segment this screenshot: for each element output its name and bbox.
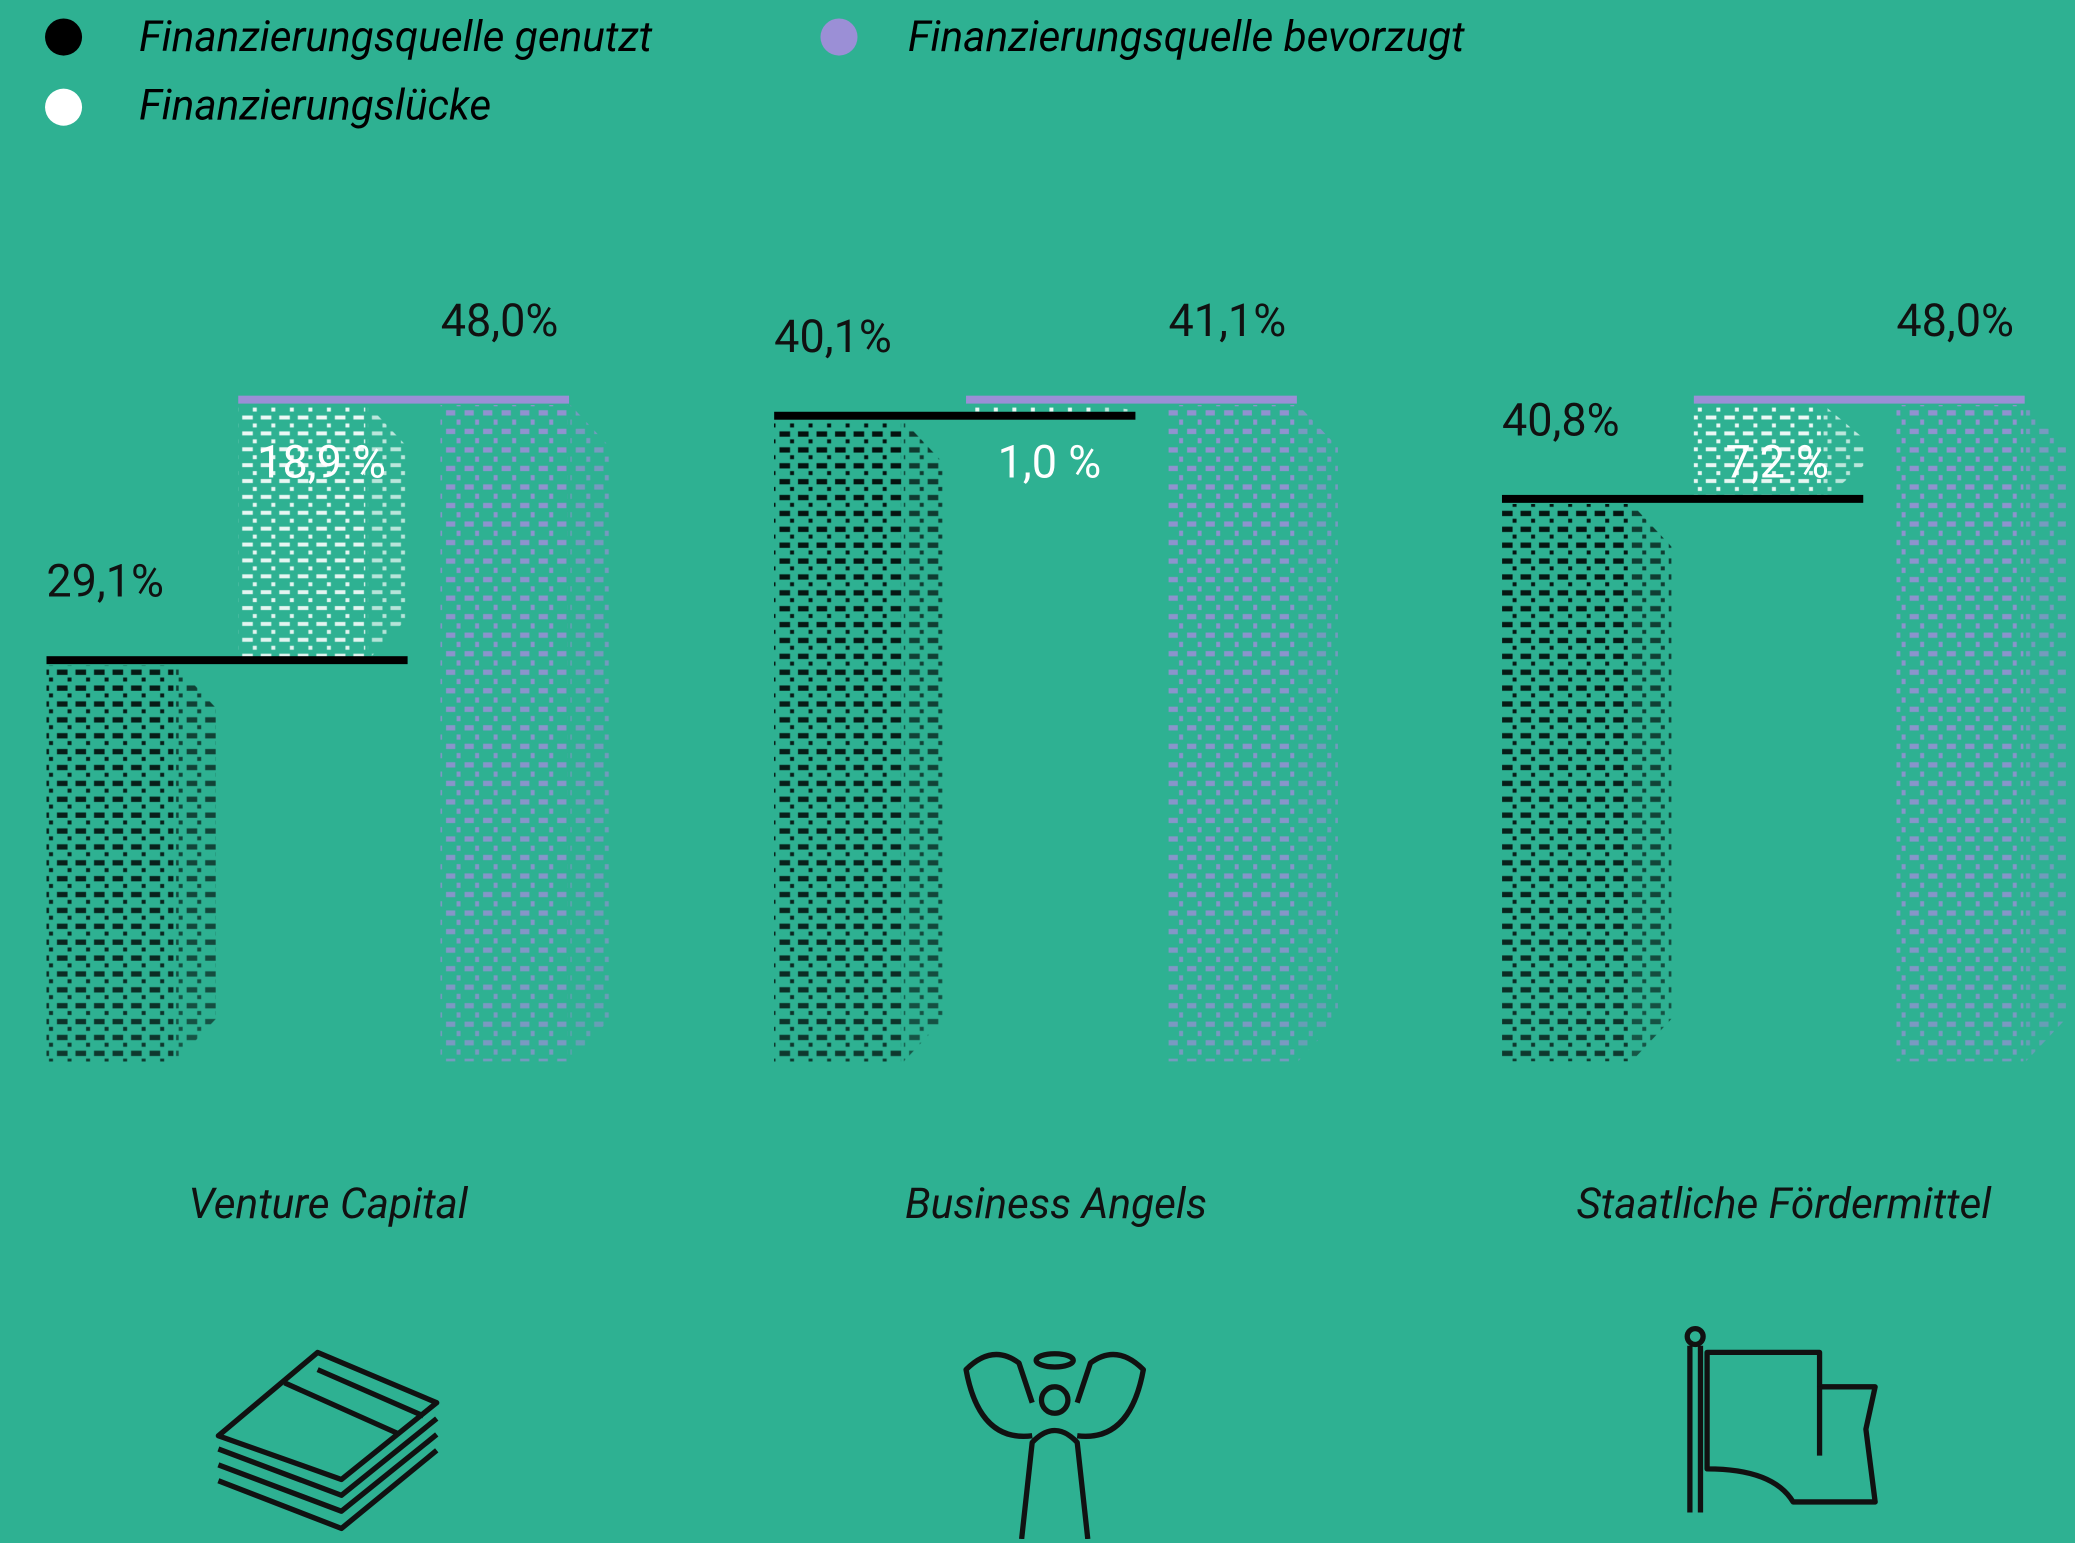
bar-side — [367, 404, 408, 661]
x-tick-label: Venture Capital — [189, 1180, 469, 1229]
bar-top — [1501, 494, 1864, 503]
bar — [774, 421, 902, 1062]
bar-top — [966, 395, 1297, 404]
bar-top — [46, 656, 408, 665]
legend-label: Finanzierungslücke — [139, 82, 491, 131]
legend-swatch — [820, 18, 858, 56]
angel-icon — [963, 1351, 1147, 1540]
value-label: 40,8% — [1502, 393, 1620, 446]
flag-icon — [1684, 1325, 1878, 1513]
legend-swatch — [45, 18, 83, 56]
value-label: 40,1% — [774, 310, 892, 363]
bars — [46, 404, 2066, 1062]
bar-side — [1631, 504, 1672, 1062]
bar-top — [1693, 395, 2025, 404]
x-tick-label: Staatliche Fördermittel — [1576, 1180, 1992, 1229]
bar-side — [1298, 404, 1338, 1062]
value-label: 41,1% — [1169, 294, 1287, 347]
bar — [966, 404, 1094, 416]
legend-label: Finanzierungsquelle genutzt — [139, 13, 653, 62]
value-label: 7,2 % — [1725, 436, 1829, 489]
bar-side — [903, 421, 944, 1062]
legend-swatch — [45, 88, 83, 126]
bar — [1693, 404, 1821, 499]
bar — [440, 404, 568, 1062]
legend: Finanzierungsquelle genutzt Finanzierung… — [45, 13, 1465, 131]
money-icon — [215, 1349, 440, 1532]
bar-top — [774, 411, 1136, 420]
bar — [1501, 504, 1630, 1062]
legend-label: Finanzierungsquelle bevorzugt — [908, 13, 1465, 62]
bar — [1168, 404, 1296, 1062]
bar-side — [1823, 404, 1864, 499]
bar — [238, 404, 366, 661]
bar — [1896, 404, 2024, 1062]
value-label: 1,0 % — [998, 436, 1102, 489]
bar-side — [570, 404, 611, 1062]
icons — [215, 1325, 1878, 1540]
bar-side — [2026, 404, 2066, 1062]
value-label: 18,9 % — [257, 436, 386, 489]
value-label: 29,1% — [46, 555, 164, 608]
value-label: 48,0% — [1896, 294, 2014, 347]
value-label: 48,0% — [441, 294, 559, 347]
x-tick-label: Business Angels — [905, 1180, 1207, 1229]
bar-side — [176, 665, 216, 1062]
bar — [46, 665, 174, 1062]
bar-top — [238, 395, 570, 404]
